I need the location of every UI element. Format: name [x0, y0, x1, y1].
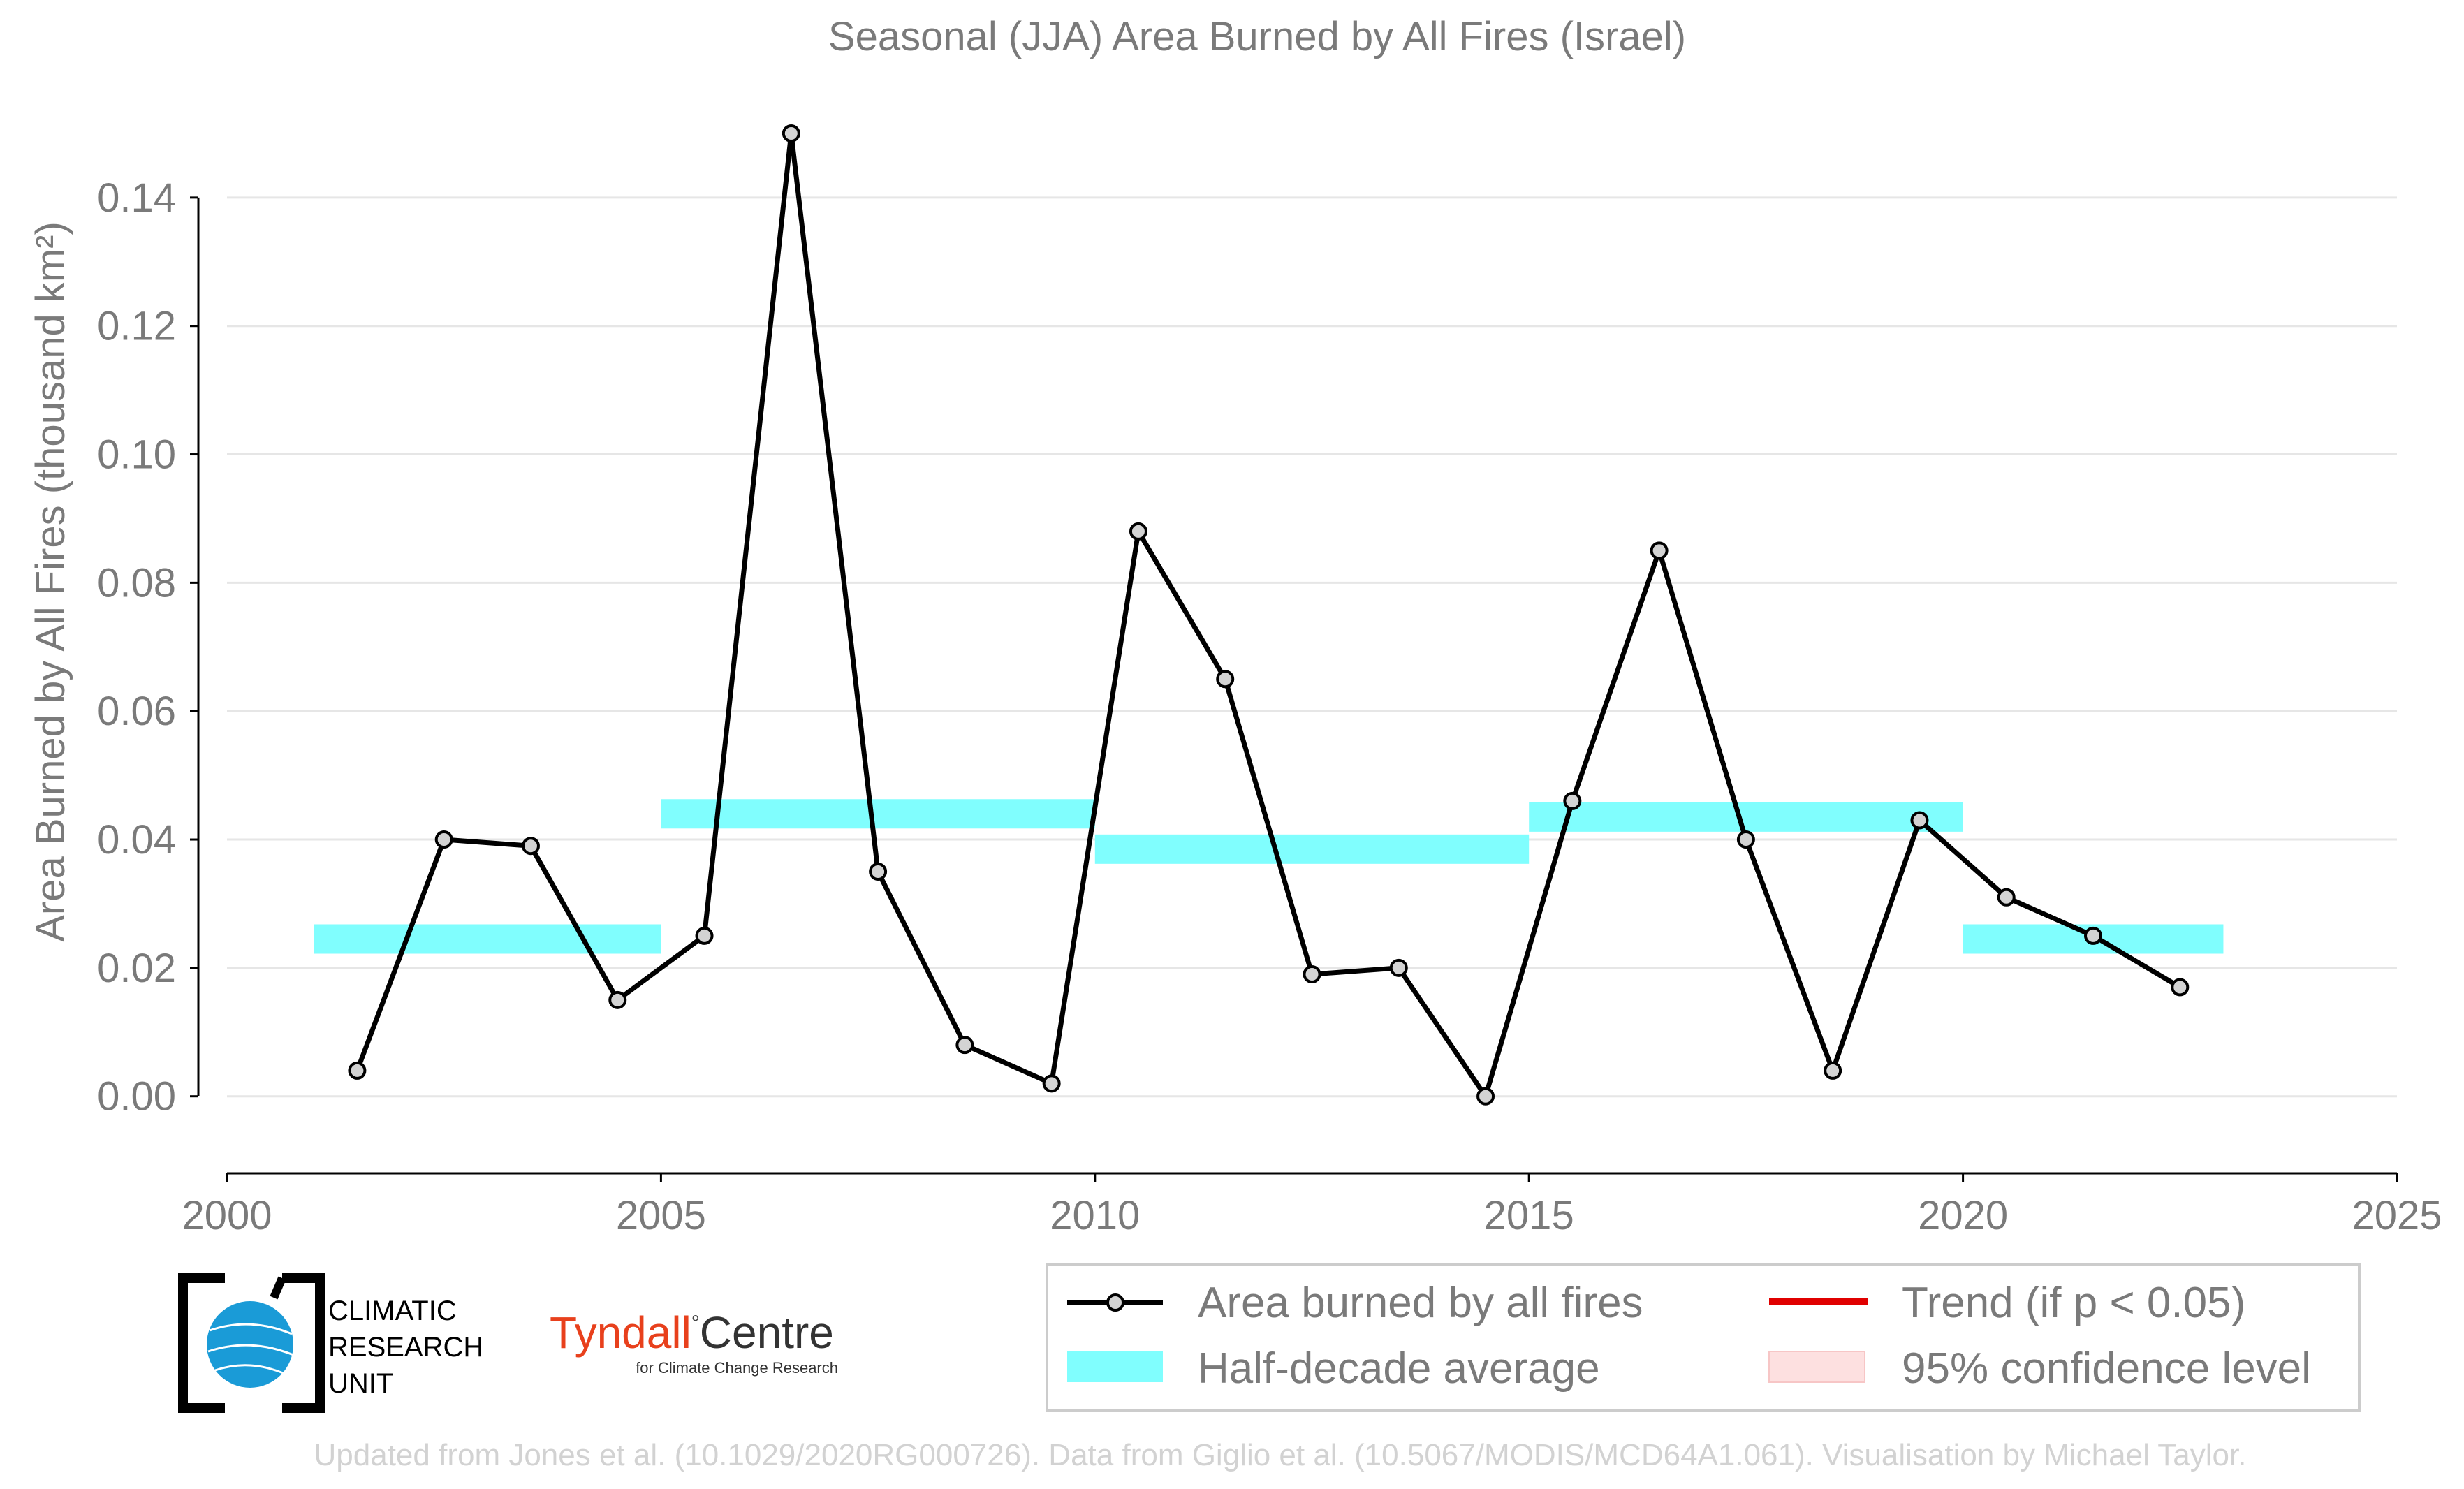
x-tick-labels: 2000 2005 2010 2015 2020 2025: [182, 1193, 2442, 1238]
cru-bracket-right: [282, 1273, 325, 1413]
chart-title: Seasonal (JJA) Area Burned by All Fires …: [828, 14, 1686, 59]
cru-globe-lines: [207, 1323, 294, 1376]
legend-average-swatch: [1067, 1351, 1163, 1382]
data-point: [1563, 791, 1582, 810]
y-tick-label: 0.10: [97, 432, 176, 478]
tyndall-logo: Tyndall°Centre for Climate Change Resear…: [550, 1307, 838, 1377]
data-point: [782, 124, 800, 142]
cru-logo: CLIMATIC RESEARCH UNIT: [178, 1273, 483, 1413]
legend-label-area-burned: Area burned by all fires: [1198, 1279, 1643, 1327]
area-burned-series: [348, 124, 2190, 1106]
data-point: [1389, 958, 1408, 977]
legend-confidence-swatch: [1768, 1351, 1865, 1383]
legend-label-trend: Trend (if p < 0.05): [1902, 1279, 2245, 1327]
data-point: [2084, 926, 2103, 945]
y-tick-label: 0.14: [97, 175, 176, 221]
data-point: [955, 1036, 974, 1055]
half-decade-average-bar: [661, 799, 1095, 829]
y-axis-label: Area Burned by All Fires (thousand km²): [28, 221, 73, 942]
data-point: [1303, 965, 1321, 984]
data-point: [1476, 1087, 1495, 1106]
legend-marker-swatch: [1106, 1293, 1124, 1312]
data-point: [1129, 522, 1147, 541]
y-tick-label: 0.02: [97, 946, 176, 991]
x-tick-label: 2005: [616, 1193, 706, 1238]
data-point: [348, 1061, 367, 1080]
data-point: [434, 830, 453, 849]
legend-frame: [1046, 1263, 2361, 1412]
data-point: [521, 837, 540, 856]
grid-lines: [227, 196, 2397, 1098]
axes: [190, 196, 2398, 1182]
half-decade-average-bar: [1094, 834, 1530, 864]
y-tick-label: 0.12: [97, 304, 176, 349]
y-tick-labels: 0.00 0.02 0.04 0.06 0.08 0.10 0.12 0.14: [97, 175, 176, 1120]
data-point: [695, 926, 714, 945]
y-tick-label: 0.06: [97, 689, 176, 734]
cru-bracket-slash: [270, 1276, 286, 1300]
data-point: [608, 990, 627, 1009]
legend: Area burned by all fires Trend (if p < 0…: [1046, 1263, 2361, 1412]
data-point: [2171, 978, 2190, 997]
x-tick-label: 2025: [2352, 1193, 2442, 1238]
data-point: [1216, 670, 1235, 689]
legend-label-confidence: 95% confidence level: [1902, 1344, 2311, 1393]
y-tick-label: 0.08: [97, 560, 176, 606]
data-point: [1910, 811, 1929, 830]
series-line: [355, 131, 2182, 1099]
cru-text-line-3: UNIT: [328, 1368, 393, 1399]
credit-line: Updated from Jones et al. (10.1029/2020R…: [314, 1438, 2247, 1472]
x-tick-label: 2015: [1484, 1193, 1574, 1238]
data-point: [1736, 830, 1755, 849]
y-tick-label: 0.00: [97, 1074, 176, 1120]
y-tick-label: 0.04: [97, 817, 176, 863]
x-tick-label: 2000: [182, 1193, 272, 1238]
legend-label-half-decade: Half-decade average: [1198, 1344, 1600, 1393]
x-tick-label: 2010: [1050, 1193, 1140, 1238]
data-point: [1824, 1061, 1842, 1080]
tyndall-logo-subtitle: for Climate Change Research: [636, 1359, 838, 1377]
half-decade-average-bar: [1529, 802, 1963, 832]
cru-text-line-1: CLIMATIC: [328, 1296, 457, 1326]
half-decade-average-bars: [314, 799, 2224, 954]
data-point: [1042, 1074, 1061, 1093]
data-point: [1997, 888, 2016, 907]
half-decade-average-bar: [314, 924, 661, 954]
data-point: [1650, 541, 1669, 560]
cru-bracket-left: [178, 1273, 225, 1413]
tyndall-logo-text: Tyndall°Centre: [550, 1307, 834, 1358]
x-tick-label: 2020: [1918, 1193, 2008, 1238]
cru-text-line-2: RESEARCH: [328, 1332, 483, 1363]
data-point: [869, 862, 888, 881]
